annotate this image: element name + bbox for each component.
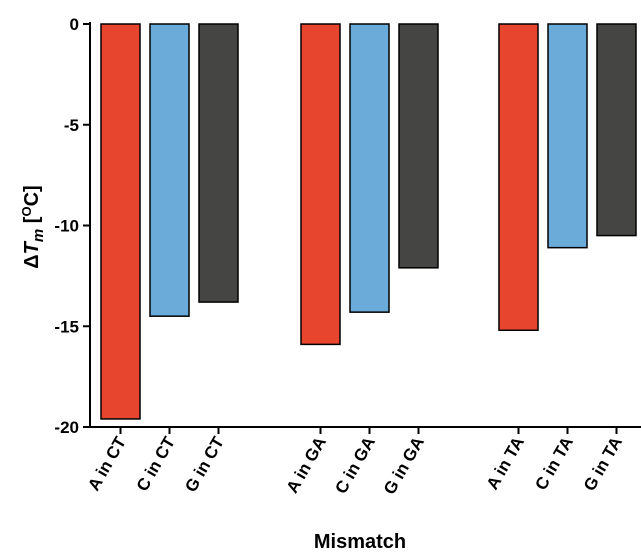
y-tick-label: -15 — [54, 317, 79, 336]
bar — [349, 23, 390, 313]
y-axis-title-unit-sup: O — [19, 206, 34, 216]
y-ticks: 0 -5 -10 -15 -20 — [54, 15, 90, 437]
bar — [398, 23, 439, 269]
bar — [596, 23, 637, 237]
y-tick-label: -20 — [54, 418, 79, 437]
y-axis-title-unit-close: C] — [21, 185, 43, 206]
y-axis-title-unit-open: [ — [21, 216, 43, 229]
bar — [149, 23, 190, 317]
bars-layer — [100, 23, 637, 420]
bar — [100, 23, 141, 420]
x-tick-label: C in GA — [331, 434, 379, 497]
x-tick-label: G in TA — [580, 434, 626, 495]
x-ticks: A in CT C in CT G in CT A in GA C in GA G in … — [84, 427, 626, 498]
y-tick-label: 0 — [70, 15, 79, 34]
x-tick-label: A in CT — [84, 433, 130, 494]
bar — [300, 23, 341, 346]
bar — [198, 23, 239, 303]
x-tick-label: A in GA — [283, 434, 330, 497]
x-tick-label: C in TA — [531, 434, 577, 494]
y-axis-title-delta: Δ — [21, 254, 43, 268]
bar — [498, 23, 539, 332]
x-tick-label: A in TA — [483, 434, 528, 493]
y-tick-label: -10 — [54, 217, 79, 236]
y-axis-title-symbol: T — [21, 240, 43, 254]
x-axis-title: Mismatch — [314, 531, 406, 553]
y-axis-title-subscript: m — [30, 229, 47, 242]
x-tick-label: C in CT — [133, 433, 180, 495]
x-tick-label: G in GA — [380, 434, 428, 498]
y-axis-title: ΔTm [OC] — [19, 185, 47, 268]
bar — [547, 23, 588, 249]
x-tick-label: G in CT — [181, 433, 228, 495]
y-tick-label: -5 — [64, 116, 79, 135]
